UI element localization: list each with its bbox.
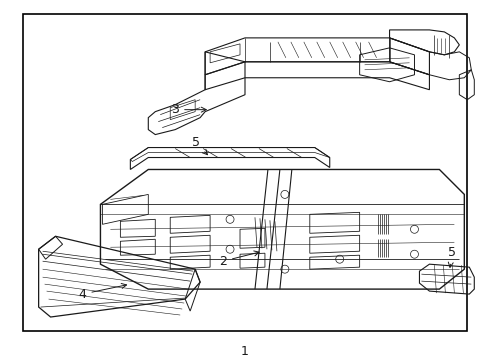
Text: 1: 1 <box>241 345 248 359</box>
Text: 2: 2 <box>219 251 259 268</box>
Bar <box>22 14 467 331</box>
Text: 5: 5 <box>447 246 455 267</box>
Text: 4: 4 <box>79 283 126 301</box>
Text: 3: 3 <box>171 103 206 116</box>
Text: 5: 5 <box>192 136 207 155</box>
